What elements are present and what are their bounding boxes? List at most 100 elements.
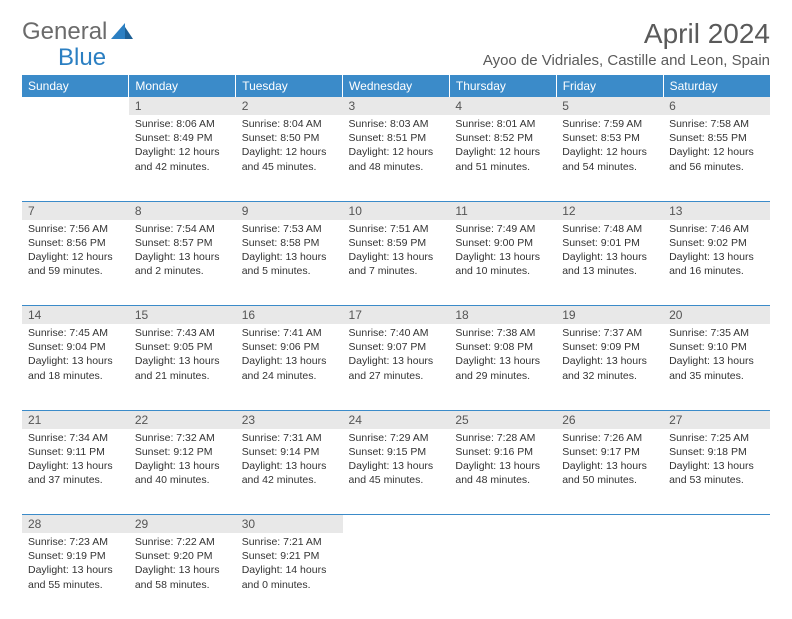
day-line-d2: and 21 minutes. [135, 369, 230, 383]
day-details: Sunrise: 8:06 AMSunset: 8:49 PMDaylight:… [129, 115, 236, 178]
day-line-d1: Daylight: 13 hours [349, 354, 444, 368]
day-line-d2: and 7 minutes. [349, 264, 444, 278]
daynum-cell: 10 [343, 201, 450, 220]
day-line-d2: and 32 minutes. [562, 369, 657, 383]
day-number: 12 [556, 202, 663, 220]
day-details: Sunrise: 7:41 AMSunset: 9:06 PMDaylight:… [236, 324, 343, 387]
day-line-d2: and 48 minutes. [349, 160, 444, 174]
day-number: 10 [343, 202, 450, 220]
day-number: 1 [129, 97, 236, 115]
day-line-d2: and 45 minutes. [349, 473, 444, 487]
day-line-d2: and 58 minutes. [135, 578, 230, 592]
logo-triangle-icon [111, 21, 133, 44]
daynum-cell: 4 [449, 97, 556, 115]
day-cell: Sunrise: 7:54 AMSunset: 8:57 PMDaylight:… [129, 220, 236, 306]
day-cell: Sunrise: 7:29 AMSunset: 9:15 PMDaylight:… [343, 429, 450, 515]
logo: General [22, 18, 137, 46]
day-cell: Sunrise: 8:06 AMSunset: 8:49 PMDaylight:… [129, 115, 236, 201]
daynum-cell [343, 515, 450, 534]
day-line-d2: and 53 minutes. [669, 473, 764, 487]
day-header: Saturday [663, 75, 770, 97]
day-line-sr: Sunrise: 8:04 AM [242, 117, 337, 131]
daynum-row: 123456 [22, 97, 770, 115]
day-line-sr: Sunrise: 7:51 AM [349, 222, 444, 236]
day-number: 27 [663, 411, 770, 429]
day-line-sr: Sunrise: 7:46 AM [669, 222, 764, 236]
day-line-ss: Sunset: 9:18 PM [669, 445, 764, 459]
day-details: Sunrise: 7:58 AMSunset: 8:55 PMDaylight:… [663, 115, 770, 178]
day-line-d2: and 50 minutes. [562, 473, 657, 487]
day-line-sr: Sunrise: 7:29 AM [349, 431, 444, 445]
day-line-d2: and 2 minutes. [135, 264, 230, 278]
week-row: Sunrise: 7:45 AMSunset: 9:04 PMDaylight:… [22, 324, 770, 410]
day-line-d2: and 48 minutes. [455, 473, 550, 487]
daynum-cell: 21 [22, 410, 129, 429]
location: Ayoo de Vidriales, Castille and Leon, Sp… [483, 52, 770, 69]
day-line-sr: Sunrise: 7:41 AM [242, 326, 337, 340]
day-cell: Sunrise: 7:41 AMSunset: 9:06 PMDaylight:… [236, 324, 343, 410]
day-number: 17 [343, 306, 450, 324]
day-line-d2: and 37 minutes. [28, 473, 123, 487]
day-number [449, 515, 556, 533]
daynum-cell: 3 [343, 97, 450, 115]
day-line-d1: Daylight: 13 hours [455, 459, 550, 473]
day-line-sr: Sunrise: 7:43 AM [135, 326, 230, 340]
day-details: Sunrise: 7:25 AMSunset: 9:18 PMDaylight:… [663, 429, 770, 492]
day-number: 8 [129, 202, 236, 220]
day-line-d1: Daylight: 13 hours [242, 250, 337, 264]
day-number: 25 [449, 411, 556, 429]
day-line-d1: Daylight: 12 hours [242, 145, 337, 159]
day-details: Sunrise: 7:35 AMSunset: 9:10 PMDaylight:… [663, 324, 770, 387]
daynum-cell: 9 [236, 201, 343, 220]
logo-text-2: Blue [58, 44, 106, 71]
empty-cell [663, 533, 770, 619]
day-details: Sunrise: 7:31 AMSunset: 9:14 PMDaylight:… [236, 429, 343, 492]
daynum-cell: 15 [129, 306, 236, 325]
day-line-d1: Daylight: 13 hours [349, 459, 444, 473]
day-line-d2: and 0 minutes. [242, 578, 337, 592]
day-details: Sunrise: 7:38 AMSunset: 9:08 PMDaylight:… [449, 324, 556, 387]
day-line-d2: and 55 minutes. [28, 578, 123, 592]
day-line-d2: and 45 minutes. [242, 160, 337, 174]
day-line-sr: Sunrise: 7:40 AM [349, 326, 444, 340]
day-line-ss: Sunset: 8:55 PM [669, 131, 764, 145]
daynum-cell: 11 [449, 201, 556, 220]
day-line-d1: Daylight: 13 hours [135, 563, 230, 577]
daynum-cell: 29 [129, 515, 236, 534]
day-line-ss: Sunset: 8:57 PM [135, 236, 230, 250]
day-line-d1: Daylight: 13 hours [242, 459, 337, 473]
daynum-cell: 20 [663, 306, 770, 325]
daynum-cell: 16 [236, 306, 343, 325]
day-number [22, 97, 129, 115]
day-number [663, 515, 770, 533]
day-details: Sunrise: 8:03 AMSunset: 8:51 PMDaylight:… [343, 115, 450, 178]
calendar-table: SundayMondayTuesdayWednesdayThursdayFrid… [22, 75, 770, 619]
day-line-d2: and 24 minutes. [242, 369, 337, 383]
day-line-ss: Sunset: 9:10 PM [669, 340, 764, 354]
day-line-d2: and 35 minutes. [669, 369, 764, 383]
day-line-sr: Sunrise: 7:49 AM [455, 222, 550, 236]
day-cell: Sunrise: 7:22 AMSunset: 9:20 PMDaylight:… [129, 533, 236, 619]
day-line-ss: Sunset: 9:08 PM [455, 340, 550, 354]
daynum-cell: 24 [343, 410, 450, 429]
daynum-cell: 6 [663, 97, 770, 115]
day-line-sr: Sunrise: 7:23 AM [28, 535, 123, 549]
day-line-d1: Daylight: 12 hours [28, 250, 123, 264]
day-line-ss: Sunset: 9:17 PM [562, 445, 657, 459]
day-line-ss: Sunset: 9:05 PM [135, 340, 230, 354]
day-cell: Sunrise: 7:56 AMSunset: 8:56 PMDaylight:… [22, 220, 129, 306]
day-details: Sunrise: 7:46 AMSunset: 9:02 PMDaylight:… [663, 220, 770, 283]
day-details: Sunrise: 7:43 AMSunset: 9:05 PMDaylight:… [129, 324, 236, 387]
day-details: Sunrise: 7:28 AMSunset: 9:16 PMDaylight:… [449, 429, 556, 492]
day-cell: Sunrise: 8:03 AMSunset: 8:51 PMDaylight:… [343, 115, 450, 201]
daynum-cell: 22 [129, 410, 236, 429]
day-line-sr: Sunrise: 8:01 AM [455, 117, 550, 131]
day-line-sr: Sunrise: 7:31 AM [242, 431, 337, 445]
day-number: 2 [236, 97, 343, 115]
day-cell: Sunrise: 7:28 AMSunset: 9:16 PMDaylight:… [449, 429, 556, 515]
day-header: Monday [129, 75, 236, 97]
day-line-d2: and 29 minutes. [455, 369, 550, 383]
day-line-ss: Sunset: 8:53 PM [562, 131, 657, 145]
day-line-ss: Sunset: 9:20 PM [135, 549, 230, 563]
day-details: Sunrise: 7:37 AMSunset: 9:09 PMDaylight:… [556, 324, 663, 387]
